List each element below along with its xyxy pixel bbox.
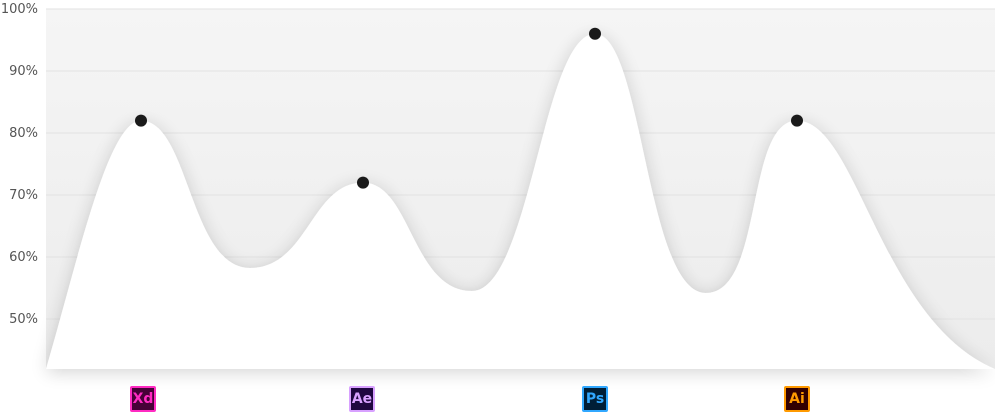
area-curve [46, 33, 995, 370]
data-point-ae [357, 176, 369, 189]
adobe-ai-icon: Ai [784, 386, 810, 412]
adobe-xd-icon: Xd [130, 386, 156, 412]
adobe-ps-icon: Ps [582, 386, 608, 412]
y-tick-label: 50% [9, 312, 38, 327]
y-tick-label: 90% [9, 64, 38, 79]
y-tick-label: 60% [9, 250, 38, 265]
data-point-ps [589, 27, 601, 40]
data-point-xd [135, 114, 147, 127]
y-tick-label: 100% [1, 2, 38, 17]
data-point-ai [791, 114, 803, 127]
adobe-ae-icon: Ae [349, 386, 375, 412]
y-tick-label: 80% [9, 126, 38, 141]
y-tick-label: 70% [9, 188, 38, 203]
